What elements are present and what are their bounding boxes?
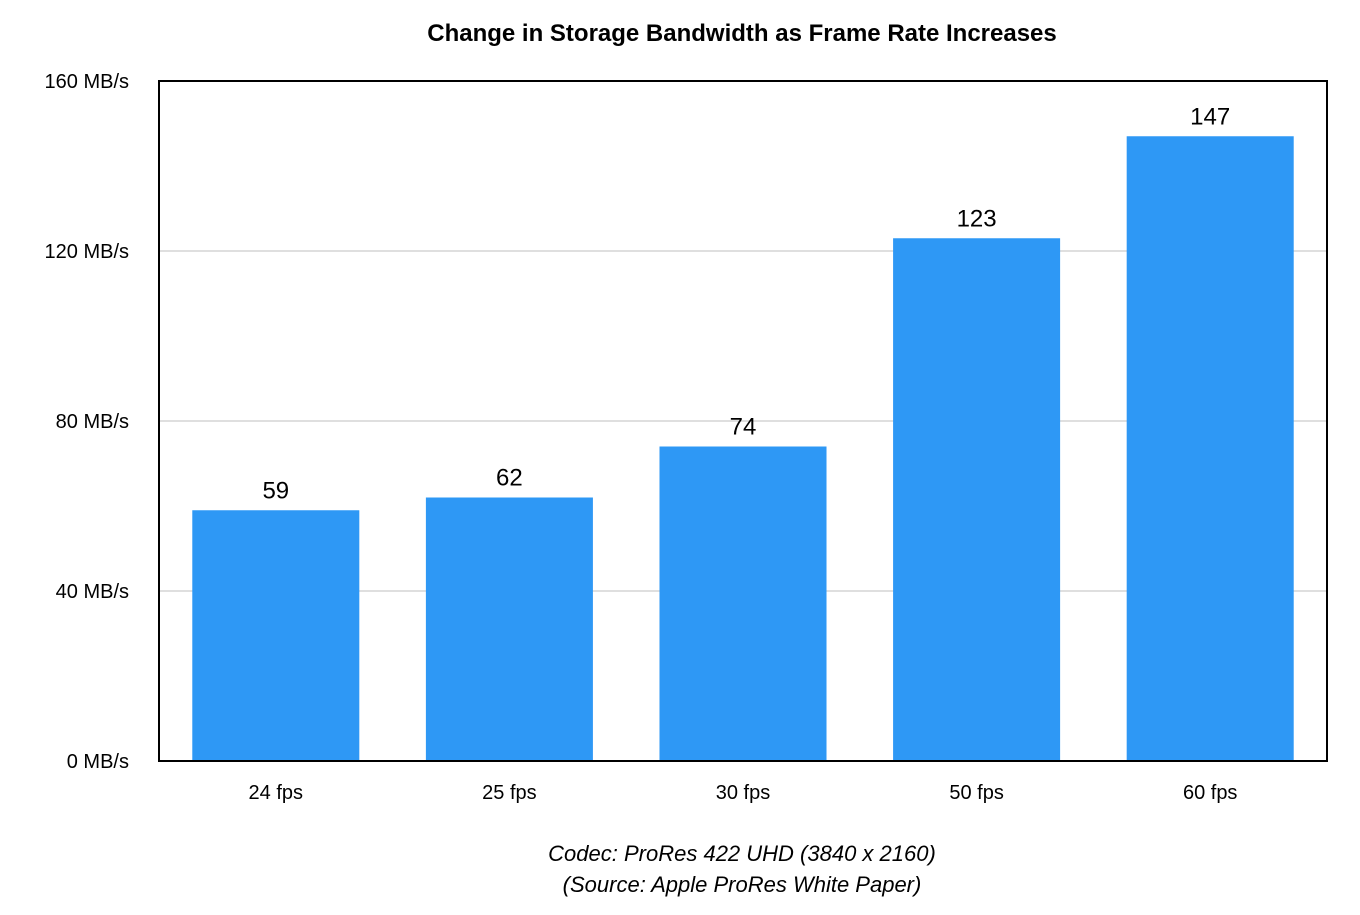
bars	[192, 136, 1294, 761]
x-tick-label: 50 fps	[949, 782, 1003, 804]
x-tick-label: 30 fps	[716, 782, 770, 804]
caption-source: (Source: Apple ProRes White Paper)	[563, 872, 922, 897]
data-label: 147	[1190, 103, 1230, 130]
data-label: 59	[262, 477, 289, 504]
bar	[893, 238, 1061, 761]
y-tick-label: 160 MB/s	[45, 71, 129, 93]
bar	[192, 510, 360, 761]
bar	[1126, 136, 1294, 761]
y-axis-tick-labels: 0 MB/s 40 MB/s 80 MB/s 120 MB/s 160 MB/s	[45, 71, 129, 773]
bar	[425, 497, 593, 761]
plot-frame	[158, 80, 1328, 762]
x-axis-tick-labels: 24 fps 25 fps 30 fps 50 fps 60 fps	[249, 782, 1238, 804]
data-labels: 59 62 74 123 147	[262, 103, 1230, 504]
bar	[659, 446, 827, 761]
x-tick-label: 60 fps	[1183, 782, 1237, 804]
data-label: 62	[496, 465, 523, 492]
plot-area-border	[158, 80, 1328, 762]
data-label: 74	[730, 414, 757, 441]
x-tick-label: 24 fps	[249, 782, 303, 804]
data-label: 123	[957, 205, 997, 232]
caption-codec: Codec: ProRes 422 UHD (3840 x 2160)	[548, 841, 936, 866]
y-tick-label: 0 MB/s	[67, 751, 129, 773]
y-tick-label: 120 MB/s	[45, 241, 129, 263]
y-tick-label: 40 MB/s	[56, 581, 129, 603]
y-tick-label: 80 MB/s	[56, 411, 129, 433]
chart-title: Change in Storage Bandwidth as Frame Rat…	[427, 20, 1057, 47]
x-tick-label: 25 fps	[482, 782, 536, 804]
